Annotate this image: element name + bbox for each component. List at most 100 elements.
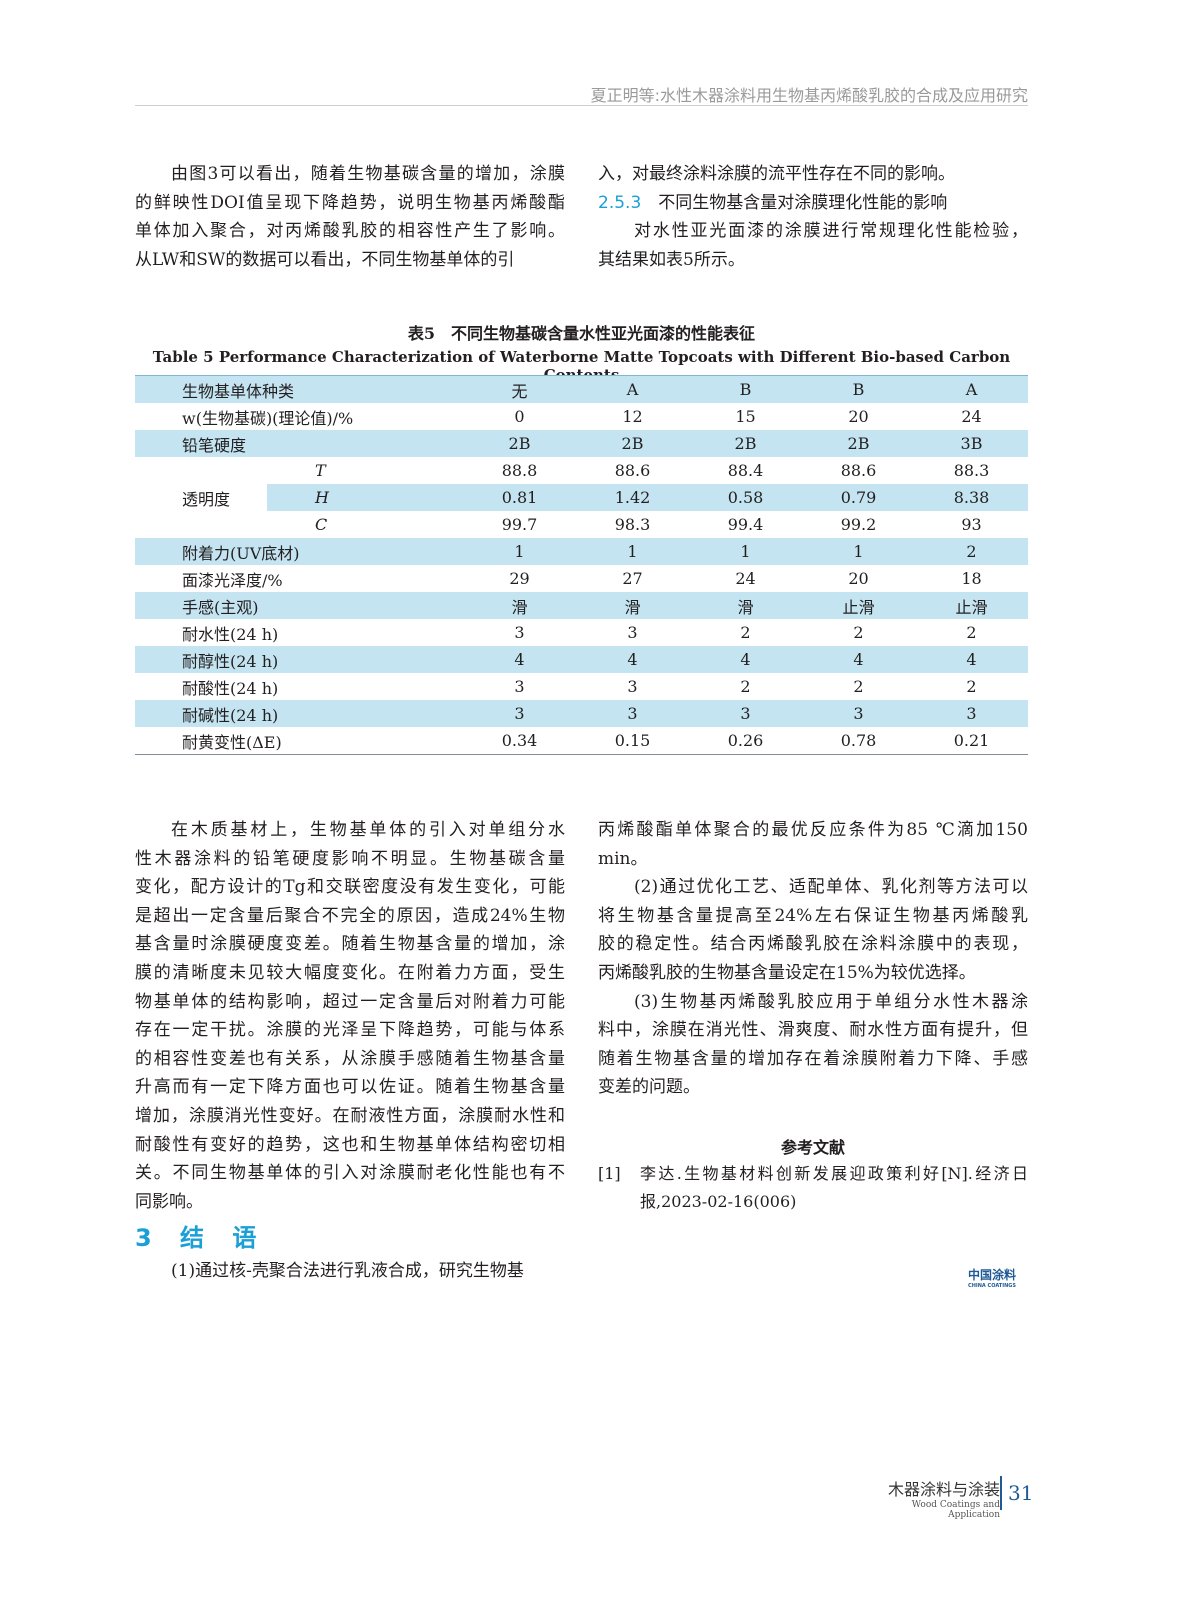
table-cell: 99.7 bbox=[501, 515, 538, 534]
table-cell: 0.21 bbox=[953, 731, 990, 750]
table-cell: 98.3 bbox=[614, 515, 651, 534]
table-row: 铅笔硬度 2B 2B 2B 2B 3B bbox=[135, 430, 1028, 457]
table-cell: 3 bbox=[514, 623, 525, 642]
reference-line: 报,2023-02-16(006) bbox=[640, 1192, 797, 1211]
row-sub-label: C bbox=[315, 515, 328, 534]
paragraph-line: 丙烯酸乳胶的生物基含量设定在15%为较优选择。 bbox=[598, 962, 976, 983]
paragraph-line: 丙烯酸酯单体聚合的最优反应条件为85 ℃滴加150 bbox=[598, 820, 1028, 840]
header-rule bbox=[135, 105, 1028, 106]
journal-footer: 木器涂料与涂装 Wood Coatings and Application bbox=[860, 1476, 1000, 1520]
table-cell: 4 bbox=[463, 646, 576, 673]
table-cell: 3 bbox=[689, 700, 802, 727]
china-coatings-logo: 中国涂料 CHINA COATINGS bbox=[968, 1266, 1016, 1289]
paragraph-line: 随着生物基含量的增加存在着涂膜附着力下降、手感 bbox=[598, 1048, 1028, 1069]
paragraph-line: 对水性亚光面漆的涂膜进行常规理化性能检验， bbox=[634, 221, 1028, 242]
row-label: 耐水性(24 h) bbox=[182, 624, 279, 644]
paragraph-line: 单体加入聚合，对丙烯酸乳胶的相容性产生了影响。 bbox=[135, 221, 565, 242]
table-cell: 88.6 bbox=[840, 461, 877, 480]
table-cell: 3 bbox=[514, 677, 525, 696]
table-cell: 4 bbox=[915, 646, 1028, 673]
table-row: w(生物基碳)(理论值)/% 0 12 15 20 24 bbox=[135, 403, 1028, 430]
table-cell: 止滑 bbox=[802, 592, 915, 619]
table-cell: 4 bbox=[576, 646, 689, 673]
row-label: 耐醇性(24 h) bbox=[135, 646, 463, 673]
table-row: 透明度 T 88.8 88.6 88.4 88.6 88.3 bbox=[135, 457, 1028, 509]
section-heading-conclusion: 3 结 语 bbox=[135, 1224, 267, 1253]
table-cell: 滑 bbox=[576, 592, 689, 619]
table-cell: 3 bbox=[627, 623, 638, 642]
table-row: 附着力(UV底材) 1 1 1 1 2 bbox=[135, 538, 1028, 565]
row-label: 生物基单体种类 bbox=[135, 375, 463, 403]
section-number: 2.5.3 bbox=[598, 192, 642, 213]
table-cell: 24 bbox=[961, 407, 982, 426]
table-cell: 4 bbox=[802, 646, 915, 673]
reference-line: 李达.生物基材料创新发展迎政策利好[N].经济日 bbox=[640, 1164, 1028, 1183]
row-label: 铅笔硬度 bbox=[135, 430, 463, 457]
paragraph-line: 的相容性变差也有关系，从涂膜手感随着生物基含量 bbox=[135, 1048, 565, 1069]
table-cell: 1 bbox=[802, 538, 915, 565]
table-cell: 2B bbox=[689, 430, 802, 457]
journal-name-en: Wood Coatings and Application bbox=[911, 1500, 1000, 1520]
table-cell: A bbox=[576, 375, 689, 403]
table-row: H 0.81 1.42 0.58 0.79 8.38 bbox=[135, 484, 1028, 511]
paragraph-line: 同影响。 bbox=[135, 1191, 203, 1212]
table-cell: 0.26 bbox=[727, 731, 764, 750]
table-cell: 2 bbox=[853, 677, 864, 696]
table-cell: 4 bbox=[689, 646, 802, 673]
paragraph-line: 变差的问题。 bbox=[598, 1077, 700, 1098]
table-cell: 0.81 bbox=[463, 484, 576, 511]
table-cell: 滑 bbox=[463, 592, 576, 619]
paragraph-line: 耐酸性有变好的趋势，这也和生物基单体结构密切相 bbox=[135, 1134, 565, 1155]
table-cell: 24 bbox=[735, 569, 756, 588]
table-cell: 0.15 bbox=[614, 731, 651, 750]
table-cell: 无 bbox=[463, 375, 576, 403]
row-label: 面漆光泽度/% bbox=[182, 570, 283, 590]
table-row: 耐黄变性(ΔE) 0.34 0.15 0.26 0.78 0.21 bbox=[135, 727, 1028, 755]
table-cell: 滑 bbox=[689, 592, 802, 619]
table-cell: 3 bbox=[915, 700, 1028, 727]
paragraph-line: 其结果如表5所示。 bbox=[598, 249, 745, 270]
paragraph-line: 关。不同生物基单体的引入对涂膜耐老化性能也有不 bbox=[135, 1163, 565, 1184]
paragraph-line: 膜的清晰度未见较大幅度变化。在附着力方面，受生 bbox=[135, 962, 565, 983]
table-cell: 29 bbox=[509, 569, 530, 588]
table-cell: 2B bbox=[463, 430, 576, 457]
table-cell: 93 bbox=[961, 515, 982, 534]
table-cell: 0 bbox=[514, 407, 525, 426]
journal-name-cn: 木器涂料与涂装 bbox=[887, 1480, 1000, 1499]
table-cell: 1 bbox=[463, 538, 576, 565]
table-cell: 0.78 bbox=[840, 731, 877, 750]
paragraph-line: 由图3可以看出，随着生物基碳含量的增加，涂膜 bbox=[171, 164, 565, 184]
table-cell: 88.6 bbox=[614, 461, 651, 480]
row-label: 手感(主观) bbox=[135, 592, 463, 619]
table-row: C 99.7 98.3 99.4 99.2 93 bbox=[135, 511, 1028, 538]
table-cell: 1 bbox=[689, 538, 802, 565]
row-group-label: 透明度 bbox=[182, 489, 231, 509]
row-label: 耐碱性(24 h) bbox=[135, 700, 463, 727]
table-cell: 2 bbox=[853, 623, 864, 642]
table-cell: 2 bbox=[740, 677, 751, 696]
table-cell: 15 bbox=[735, 407, 756, 426]
paragraph-line: 将生物基含量提高至24%左右保证生物基丙烯酸乳 bbox=[598, 905, 1028, 926]
table-cell: 99.2 bbox=[840, 515, 877, 534]
paragraph-line: 入，对最终涂料涂膜的流平性存在不同的影响。 bbox=[598, 164, 955, 184]
row-sub-label: H bbox=[267, 484, 463, 511]
paragraph-line: 物基单体的结构影响，超过一定含量后对附着力可能 bbox=[135, 991, 565, 1012]
paragraph-line: (3)生物基丙烯酸乳胶应用于单组分水性木器涂 bbox=[634, 991, 1028, 1012]
table-cell: 12 bbox=[622, 407, 643, 426]
table-cell: B bbox=[689, 375, 802, 403]
paragraph-line: min。 bbox=[598, 848, 648, 869]
table-cell: 1.42 bbox=[576, 484, 689, 511]
references-heading: 参考文献 bbox=[780, 1138, 845, 1157]
paragraph-line: 的鲜映性DOI值呈现下降趋势，说明生物基丙烯酸酯 bbox=[135, 192, 565, 213]
paragraph-line: 变化，配方设计的Tg和交联密度没有发生变化，可能 bbox=[135, 877, 565, 898]
table-cell: 27 bbox=[622, 569, 643, 588]
logo-cn: 中国涂料 bbox=[968, 1268, 1017, 1282]
paragraph-line: 增加，涂膜消光性变好。在耐液性方面，涂膜耐水性和 bbox=[135, 1105, 565, 1126]
table-cell: 99.4 bbox=[727, 515, 764, 534]
reference-item: [1] 李达.生物基材料创新发展迎政策利好[N].经济日 报,2023-02-16… bbox=[598, 1160, 1028, 1216]
table-cell: 88.8 bbox=[501, 461, 538, 480]
table-cell: 3 bbox=[802, 700, 915, 727]
paragraph-line: 是超出一定含量后聚合不完全的原因，造成24%生物 bbox=[135, 905, 565, 926]
table-cell: 2B bbox=[576, 430, 689, 457]
